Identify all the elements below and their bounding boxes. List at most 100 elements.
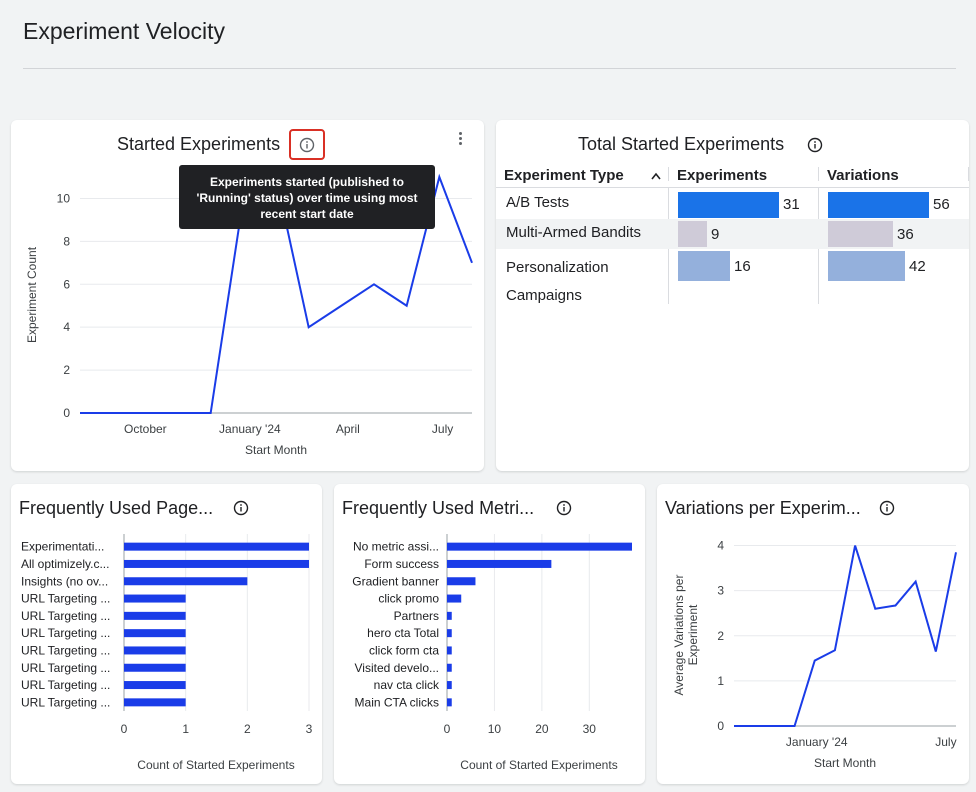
y-axis-label: Average Variations perExperiment [672,575,700,696]
more-vert-icon[interactable] [453,132,467,150]
info-icon[interactable] [233,500,249,516]
bar [124,663,186,672]
table-row[interactable]: Personalization Campaigns 16 42 [496,249,969,305]
column-header-type[interactable]: Experiment Type [504,167,624,184]
x-tick-label: 20 [535,722,549,736]
bar [124,611,186,620]
experiments-value: 31 [783,196,800,213]
x-axis-label: Count of Started Experiments [460,758,617,772]
bar [447,611,452,620]
bar [447,559,552,568]
category-label: URL Targeting ... [21,609,110,623]
category-label: Gradient banner [352,574,439,588]
info-icon[interactable] [299,137,315,153]
sort-asc-icon[interactable] [651,172,661,180]
bar [447,594,462,603]
info-icon[interactable] [879,500,895,516]
x-axis-label: Start Month [245,443,307,457]
info-tooltip: Experiments started (published to 'Runni… [179,165,435,229]
x-tick-label: January '24 [786,735,848,749]
bar [124,559,309,568]
experiments-bar [678,251,730,281]
experiments-bar [678,192,779,218]
page-title: Experiment Velocity [23,18,225,44]
table-header: Experiment Type Experiments Variations [496,162,969,188]
bar [447,663,452,672]
x-tick-label: October [124,422,167,436]
x-tick-label: July [432,422,453,436]
x-tick-label: April [336,422,360,436]
x-tick-label: 30 [583,722,597,736]
bar [447,577,476,586]
category-label: URL Targeting ... [21,626,110,640]
bar [447,542,632,551]
category-label: All optimizely.c... [21,557,109,571]
y-tick-label: 8 [63,234,70,248]
category-label: Partners [394,609,439,623]
variations-chart: 0 1 2 3 4 January '24 July Start Month Average V… [672,539,957,770]
info-highlight [289,129,325,160]
category-label: Main CTA clicks [355,695,439,709]
metrics-card: Frequently Used Metri... 0 10 20 30 No metri… [334,484,645,784]
category-label: URL Targeting ... [21,695,110,709]
variations-value: 36 [897,226,914,243]
category-label: hero cta Total [367,626,439,640]
experiment-type-cell: Personalization Campaigns [506,259,609,304]
bar [124,646,186,655]
category-label: URL Targeting ... [21,661,110,675]
total-started-card: Total Started Experiments Experiment Typ… [496,120,969,471]
variations-bar [828,192,929,218]
column-header-experiments[interactable]: Experiments [677,167,768,184]
x-tick-label: 0 [444,722,451,736]
info-icon[interactable] [807,137,823,153]
experiments-value: 9 [711,226,720,243]
total-started-table: Experiment Type Experiments Variations A… [496,162,969,304]
x-tick-label: 1 [182,722,189,736]
total-started-title: Total Started Experiments [578,134,785,154]
x-tick-label: January '24 [219,422,281,436]
experiment-type-cell: A/B Tests [506,194,570,211]
y-tick-label: 2 [717,629,724,643]
variations-card: Variations per Experim... 0 1 2 3 4 January '… [657,484,969,784]
y-tick-label: 0 [63,406,70,420]
bar [447,698,452,707]
bar [447,681,452,690]
x-tick-label: 0 [121,722,128,736]
y-tick-label: 4 [717,539,724,553]
experiments-value: 16 [734,258,751,275]
category-label: click promo [378,592,439,606]
bar [124,681,186,690]
metrics-chart-title: Frequently Used Metri... [342,498,535,518]
category-label: No metric assi... [353,540,439,554]
started-experiments-title: Started Experiments [117,134,281,154]
y-axis-label: Experiment Count [25,246,39,343]
variations-value: 42 [909,258,926,275]
x-tick-label: 2 [244,722,251,736]
x-axis-label: Count of Started Experiments [137,758,294,772]
bar [124,698,186,707]
x-tick-label: 10 [488,722,502,736]
experiment-type-cell: Multi-Armed Bandits [506,224,642,241]
table-row[interactable]: Multi-Armed Bandits 9 36 [496,219,969,249]
y-tick-label: 3 [717,584,724,598]
column-header-variations[interactable]: Variations [827,167,899,184]
info-icon[interactable] [556,500,572,516]
experiments-bar [678,221,707,247]
y-tick-label: 2 [63,363,70,377]
y-tick-label: 1 [717,674,724,688]
category-label: Visited develo... [355,661,440,675]
variations-bar [828,251,905,281]
category-label: click form cta [369,643,439,657]
variations-chart-title: Variations per Experim... [665,498,861,518]
y-tick-label: 4 [63,320,70,334]
category-label: Insights (no ov... [21,574,108,588]
category-label: Experimentati... [21,540,104,554]
series-line [734,545,957,727]
header-divider [23,68,956,69]
bar [447,629,452,638]
x-axis-label: Start Month [814,756,876,770]
bar [124,629,186,638]
pages-chart: 0 1 2 3 Experimentati... All optimizely.c... I… [21,534,313,772]
table-row[interactable]: A/B Tests 31 56 [496,189,969,219]
metrics-chart: 0 10 20 30 No metric assi... Form success Grad… [352,534,632,772]
